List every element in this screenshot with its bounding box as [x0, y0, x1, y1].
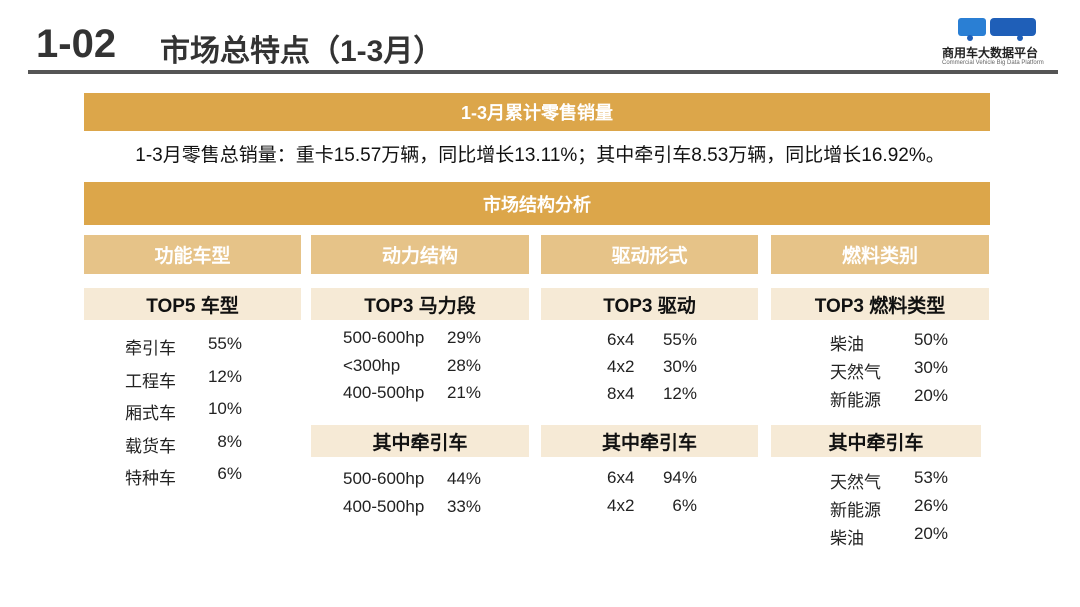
item-label: 4x2	[607, 357, 635, 376]
item-share: 21%	[446, 383, 481, 402]
list-item: 400-500hp 33%	[343, 497, 481, 517]
item-label: 天然气	[830, 473, 881, 492]
item-label: 新能源	[830, 501, 881, 520]
item-label: 柴油	[830, 529, 864, 548]
list-item: 牵引车 55%	[125, 334, 242, 358]
item-label: <300hp	[343, 355, 401, 375]
item-share: 55%	[662, 330, 697, 349]
list-item: 载货车 8%	[125, 431, 242, 456]
item-label: 牵引车	[125, 339, 176, 358]
subheader: TOP5 车型	[84, 288, 301, 320]
item-share: 30%	[662, 357, 697, 376]
item-label: 载货车	[125, 436, 176, 456]
title-divider	[28, 70, 1058, 74]
logo-subtext: Commercial Vehicle Big Data Platform	[942, 60, 1044, 66]
list-item: 4x2 6%	[607, 496, 697, 516]
item-share: 6%	[217, 464, 242, 483]
item-label: 特种车	[125, 469, 176, 488]
subheader-tractor: 其中牵引车	[771, 425, 981, 457]
list-item: 柴油 50%	[830, 330, 948, 354]
logo-text: 商用车大数据平台	[942, 46, 1039, 60]
item-share: 12%	[662, 384, 697, 403]
item-label: 500-600hp	[343, 469, 425, 488]
page-title: 市场总特点（1-3月）	[160, 35, 444, 68]
item-share: 33%	[446, 497, 481, 516]
list-item: 厢式车 10%	[125, 399, 242, 423]
item-share: 8%	[217, 431, 242, 451]
item-label: 400-500hp	[343, 383, 425, 402]
item-share: 53%	[913, 468, 948, 487]
section-number: 1-02	[36, 22, 117, 66]
list-item: 新能源 26%	[830, 496, 948, 520]
banner-market-structure: 市场结构分析	[84, 182, 990, 225]
item-label: 4x2	[607, 496, 635, 515]
item-label: 400-500hp	[343, 497, 425, 516]
list-item: 500-600hp 29%	[343, 328, 481, 348]
item-share: 10%	[207, 399, 242, 418]
column-header: 驱动形式	[541, 235, 758, 274]
column-header: 燃料类别	[771, 235, 989, 274]
item-share: 50%	[913, 330, 948, 349]
item-label: 天然气	[830, 363, 881, 382]
list-item: 天然气 53%	[830, 468, 948, 492]
item-share: 12%	[207, 366, 242, 386]
item-share: 44%	[446, 469, 481, 488]
list-item: 500-600hp 44%	[343, 469, 481, 489]
subheader-tractor: 其中牵引车	[311, 425, 529, 457]
item-label: 厢式车	[125, 404, 176, 423]
banner-retail-sales: 1-3月累计零售销量	[84, 93, 990, 131]
list-item: 8x4 12%	[607, 384, 697, 404]
item-share: 20%	[913, 386, 948, 405]
sales-summary: 1-3月零售总销量：重卡15.57万辆，同比增长13.11%；其中牵引车8.53…	[135, 145, 945, 166]
item-label: 工程车	[125, 371, 176, 391]
item-share: 55%	[207, 334, 242, 353]
list-item: 工程车 12%	[125, 366, 242, 391]
subheader: TOP3 马力段	[311, 288, 529, 320]
list-item: 新能源 20%	[830, 386, 948, 410]
item-share: 6%	[672, 496, 697, 515]
logo: 商用车大数据平台 Commercial Vehicle Big Data Pla…	[940, 14, 1060, 70]
item-label: 6x4	[607, 330, 635, 349]
list-item: 6x4 94%	[607, 468, 697, 488]
list-item: 天然气 30%	[830, 358, 948, 382]
item-label: 新能源	[830, 391, 881, 410]
subheader: TOP3 燃料类型	[771, 288, 989, 320]
item-label: 6x4	[607, 468, 635, 487]
item-share: 94%	[662, 468, 697, 487]
column-header: 动力结构	[311, 235, 529, 274]
item-share: 26%	[913, 496, 948, 515]
item-share: 28%	[446, 355, 481, 375]
item-share: 30%	[913, 358, 948, 377]
list-item: 400-500hp 21%	[343, 383, 481, 403]
list-item: 4x2 30%	[607, 357, 697, 377]
list-item: 特种车 6%	[125, 464, 242, 488]
list-item: 柴油 20%	[830, 524, 948, 548]
item-label: 8x4	[607, 384, 635, 403]
truck-logo-icon	[958, 18, 1036, 41]
list-item: <300hp 28%	[343, 356, 481, 376]
list-item: 6x4 55%	[607, 330, 697, 350]
item-label: 500-600hp	[343, 328, 425, 347]
subheader: TOP3 驱动	[541, 288, 758, 320]
column-header: 功能车型	[84, 235, 301, 274]
subheader-tractor: 其中牵引车	[541, 425, 758, 457]
item-share: 29%	[446, 328, 481, 347]
item-label: 柴油	[830, 335, 864, 354]
item-share: 20%	[913, 524, 948, 543]
